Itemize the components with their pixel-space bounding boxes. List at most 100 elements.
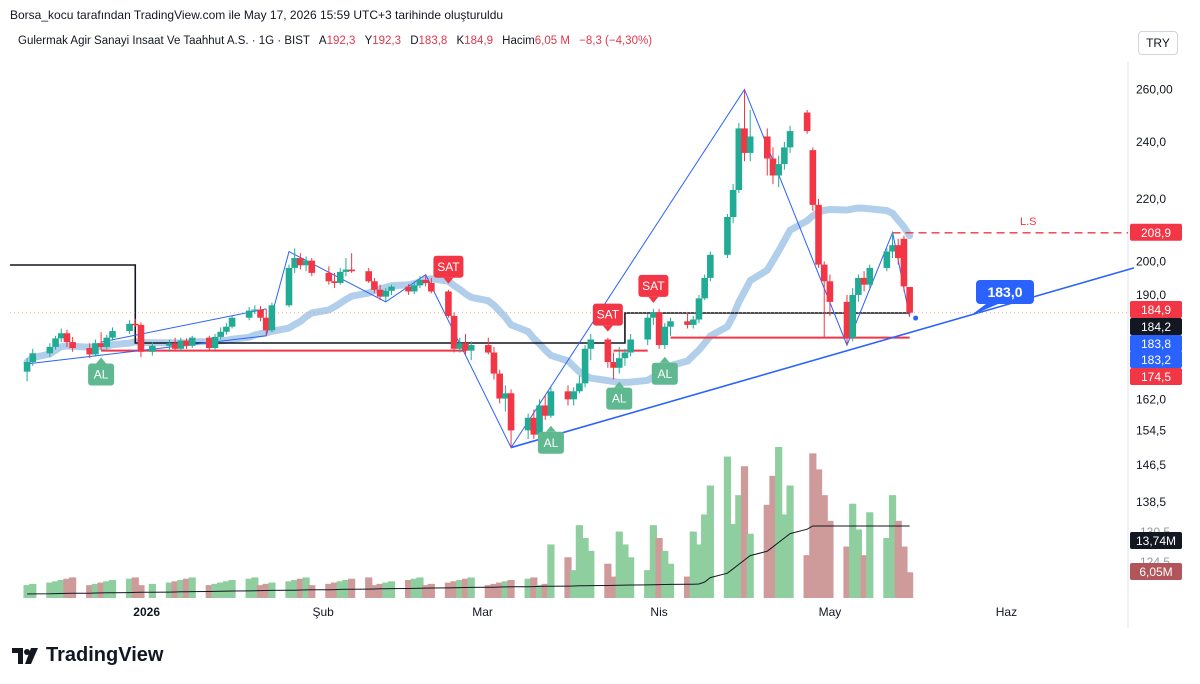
candle-body [484,345,492,353]
volume-bar [507,580,515,598]
volume-bar [422,585,430,598]
high-label: Y [364,35,373,47]
volume-bar [365,577,373,598]
volume-bar [103,581,111,598]
volume-bar [69,577,77,598]
candle-body [547,391,555,416]
candle-body [576,383,583,392]
x-tick-label: 2026 [133,605,160,619]
candle-body [405,286,412,292]
volume-bar [376,583,384,598]
high-value: 192,3 [372,35,402,47]
volume-bar [604,563,612,598]
candle-body [262,317,270,331]
y-tick-label: 162,0 [1136,392,1166,406]
volume-axis-label-bg [1130,532,1182,549]
candle-body [490,352,498,374]
volume-bar [125,578,134,598]
candle-body [97,343,105,347]
candle-body [428,282,435,292]
channel-line [101,308,267,343]
candle-body [883,251,891,268]
volume-bar [188,577,196,598]
volume-bar [296,578,304,598]
candle-body [63,333,71,343]
volume-bar [484,585,492,598]
volume-bar [251,577,259,598]
candle-body [137,324,145,352]
volume-bar [228,580,236,598]
volume-bar [245,578,253,598]
candle-body [820,264,828,282]
volume-bar [450,581,458,598]
volume-bar [501,581,509,598]
volume-axis-label: 13,74M [1136,534,1176,548]
price-axis-label: 184,9 [1141,303,1171,317]
candle-body [496,373,503,399]
volume-bar [490,583,498,598]
candle-body [285,267,293,306]
candle-body [205,337,213,349]
candle-body [615,358,623,368]
candle-body [803,112,811,132]
price-axis-label-bg [1130,351,1182,368]
candle-body [382,290,390,297]
price-chart[interactable]: 260,00 240,0 220,0 200,0 190,0 162,0 154,5 146,… [10,62,1190,628]
price-axis-label: 184,2 [1141,320,1171,334]
y-tick-label: 154,5 [1136,423,1166,437]
volume-bar [535,585,544,598]
candle-body [655,312,663,346]
volume-bar [308,585,316,598]
volume-bar [148,583,156,598]
volume-bar [547,544,555,598]
volume-bar [530,577,538,598]
currency-button[interactable]: TRY [1138,31,1178,55]
candle-body [86,348,94,355]
y-tick-label: 138,5 [1136,495,1166,509]
volume-label: Hacim [502,35,535,47]
volume-bar [382,582,390,598]
candle-body [331,281,338,283]
sat-signal-badge [433,255,464,278]
y-tick-label: 146,5 [1136,458,1166,472]
candle-body [507,393,515,431]
volume-bar [285,581,293,598]
tradingview-logo-icon [12,647,38,664]
candle-body [211,336,219,349]
al-signal-badge [606,387,633,410]
candle-body [889,245,896,252]
volume-bar [524,578,532,598]
volume-bar [325,583,333,598]
volume-bar [496,582,504,598]
close-label: K [456,35,465,47]
candle-body [701,277,708,299]
y-tick-label: 200,0 [1136,254,1166,268]
candle-body [422,279,429,283]
candle-body [308,260,316,273]
candle-body [302,260,310,266]
volume-bar [883,538,891,598]
volume-bar [165,582,174,598]
volume-bar [740,466,749,598]
volume-bar [803,555,811,598]
sma-band [23,204,914,386]
open-label: A [318,35,327,47]
volume-bar [57,580,65,598]
candle-body [684,321,691,325]
volume-bar [23,585,31,598]
price-axis-label: 183,8 [1141,337,1171,351]
candle-body [416,279,424,286]
candle-body [376,289,384,297]
candle-body [843,301,851,338]
volume-bar [581,538,589,598]
volume-bar [91,583,100,598]
candle-body [92,343,99,355]
candle-body [621,352,629,359]
volume-bar [564,557,572,598]
candle-body [342,269,350,272]
volume-bar [609,576,618,598]
candle-body [456,343,464,349]
volume-bar [866,512,874,598]
candle-body [297,258,304,266]
tradingview-logo[interactable]: TradingView [12,644,163,667]
